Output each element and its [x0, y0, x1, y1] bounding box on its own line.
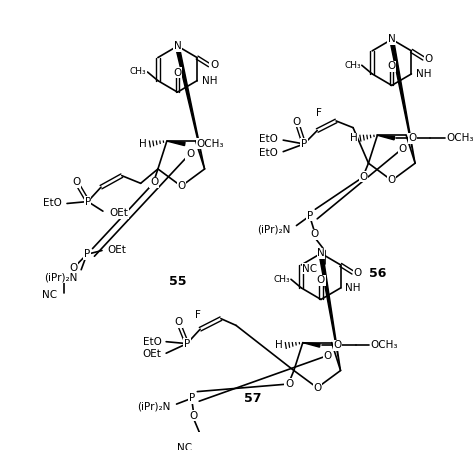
Text: P: P [84, 249, 90, 259]
Text: O: O [317, 275, 325, 285]
Text: OCH₃: OCH₃ [371, 341, 398, 351]
Text: O: O [424, 54, 433, 63]
Text: OCH₃: OCH₃ [447, 133, 474, 143]
Text: P: P [85, 197, 91, 207]
Text: O: O [292, 117, 301, 127]
Text: CH₃: CH₃ [130, 68, 146, 76]
Text: O: O [388, 176, 396, 185]
Text: N: N [317, 248, 325, 258]
Polygon shape [377, 135, 395, 140]
Text: OEt: OEt [143, 349, 162, 359]
Text: 55: 55 [169, 274, 186, 288]
Polygon shape [167, 141, 185, 146]
Text: N: N [388, 34, 396, 45]
Text: NH: NH [346, 283, 361, 293]
Text: F: F [195, 310, 201, 320]
Polygon shape [176, 47, 205, 169]
Text: O: O [324, 351, 332, 361]
Text: OEt: OEt [109, 208, 128, 218]
Text: O: O [150, 177, 158, 187]
Text: O: O [173, 68, 182, 78]
Text: CH₃: CH₃ [273, 275, 290, 284]
Text: EtO: EtO [143, 337, 162, 347]
Text: O: O [398, 144, 407, 154]
Polygon shape [303, 342, 320, 347]
Text: O: O [174, 318, 182, 328]
Text: EtO: EtO [44, 198, 62, 208]
Text: O: O [70, 263, 78, 273]
Text: EtO: EtO [259, 134, 278, 144]
Text: O: O [360, 171, 368, 182]
Text: O: O [354, 268, 362, 278]
Text: OCH₃: OCH₃ [196, 139, 224, 149]
Text: EtO: EtO [259, 148, 278, 157]
Text: (iPr)₂N: (iPr)₂N [257, 225, 291, 234]
Text: CH₃: CH₃ [344, 61, 361, 70]
Polygon shape [319, 254, 340, 370]
Text: P: P [184, 338, 190, 349]
Text: P: P [307, 211, 313, 221]
Text: N: N [173, 41, 182, 51]
Text: F: F [316, 108, 322, 118]
Text: NC: NC [42, 290, 57, 300]
Text: P: P [301, 139, 307, 149]
Text: NH: NH [202, 76, 218, 86]
Text: H: H [350, 133, 358, 143]
Text: P: P [189, 393, 195, 403]
Text: OEt: OEt [108, 244, 127, 255]
Text: O: O [190, 410, 198, 421]
Text: O: O [313, 383, 321, 393]
Text: O: O [73, 177, 81, 187]
Text: O: O [186, 149, 194, 159]
Text: (iPr)₂N: (iPr)₂N [137, 402, 171, 412]
Text: NC: NC [302, 264, 317, 274]
Text: NH: NH [416, 69, 432, 79]
Text: O: O [177, 181, 185, 191]
Text: O: O [334, 341, 342, 351]
Text: H: H [139, 139, 147, 149]
Text: O: O [388, 61, 396, 71]
Text: 56: 56 [369, 267, 386, 280]
Text: NC: NC [176, 443, 191, 450]
Text: O: O [285, 379, 293, 389]
Text: 57: 57 [244, 392, 262, 405]
Text: O: O [210, 60, 218, 70]
Polygon shape [390, 40, 415, 163]
Text: H: H [275, 341, 283, 351]
Text: O: O [310, 229, 319, 239]
Text: (iPr)₂N: (iPr)₂N [44, 272, 77, 283]
Text: O: O [408, 133, 417, 143]
